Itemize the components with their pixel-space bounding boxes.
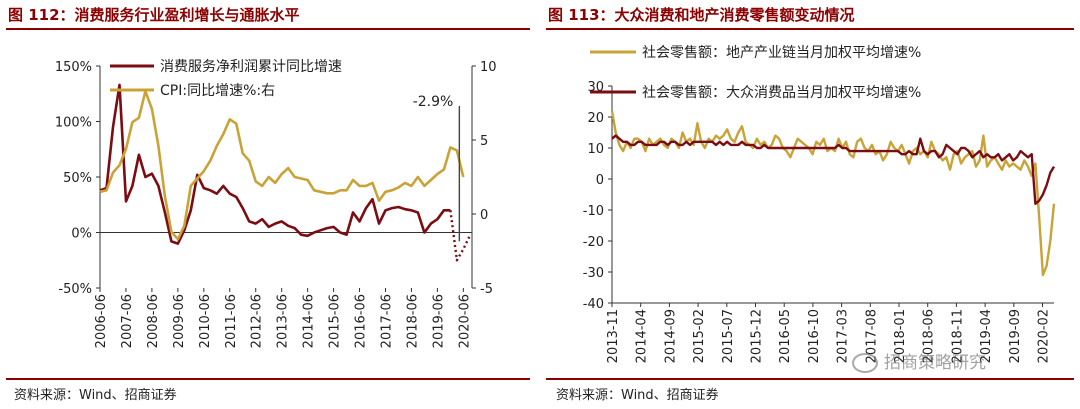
- left-chart: 150% 100% 50% 0% -50% 10 5 0 -5 2006-06 2007-06 200…: [55, 59, 497, 348]
- x-tick-label: 2017-08: [864, 309, 879, 363]
- x-tick-label: 2015-12: [750, 309, 765, 363]
- legend-label: CPI:同比增速%:右: [160, 83, 275, 99]
- right-source-rule: [546, 378, 1074, 380]
- left-source-text: 资料来源：Wind、招商证券: [14, 388, 177, 403]
- right-panel-title: 图 113：大众消费和地产消费零售额变动情况: [548, 6, 855, 24]
- series-line: [99, 89, 465, 241]
- right-y-tick-label: 0: [480, 208, 488, 223]
- series-line: [449, 210, 471, 262]
- right-y-tick-label: -5: [480, 282, 493, 297]
- annotation-label: -2.9%: [413, 94, 454, 110]
- left-y-tick-label: -50%: [58, 282, 92, 297]
- watermark: 招商策略研究: [852, 348, 986, 373]
- right-y-tick-label: 10: [480, 60, 497, 75]
- x-tick-label: 2014-09: [663, 309, 678, 363]
- left-y-tick-label: 50%: [63, 171, 92, 186]
- x-tick-label: 2012-06: [250, 294, 265, 348]
- left-y-tick-label: 100%: [55, 116, 92, 131]
- x-tick-label: 2014-06: [302, 294, 317, 348]
- x-tick-label: 2016-10: [807, 309, 822, 363]
- y-tick-label: 20: [587, 111, 604, 126]
- series-line: [99, 83, 451, 245]
- watermark-text: 招商策略研究: [884, 353, 986, 373]
- x-tick-label: 2013-11: [606, 309, 621, 363]
- legend-label: 消费服务净利润累计同比增速: [160, 59, 342, 75]
- y-tick-label: -10: [583, 204, 604, 219]
- x-tick-label: 2009-06: [172, 294, 187, 348]
- x-tick-label: 2015-07: [721, 309, 736, 363]
- x-tick-label: 2008-06: [146, 294, 161, 348]
- right-title-rule: [546, 28, 1074, 30]
- left-title-rule: [6, 28, 530, 30]
- y-tick-label: 0: [596, 173, 604, 188]
- legend-label: 社会零售额：地产产业链当月加权平均增速%: [642, 45, 921, 61]
- x-tick-label: 2019-06: [431, 294, 446, 348]
- x-tick-label: 2018-06: [922, 309, 937, 363]
- series-line: [610, 110, 1056, 277]
- x-tick-label: 2018-01: [893, 309, 908, 363]
- y-tick-label: -40: [583, 297, 604, 312]
- legend-label: 社会零售额：大众消费品当月加权平均增速%: [642, 85, 921, 101]
- x-tick-label: 2013-06: [276, 294, 291, 348]
- y-tick-label: 10: [587, 142, 604, 157]
- y-tick-label: -30: [583, 266, 604, 281]
- right-source-text: 资料来源：Wind、招商证券: [556, 388, 719, 403]
- wechat-icon: [852, 353, 878, 373]
- x-tick-label: 2006-06: [94, 294, 109, 348]
- x-tick-label: 2020-02: [1037, 309, 1052, 363]
- x-tick-label: 2018-06: [405, 294, 420, 348]
- x-tick-label: 2016-06: [354, 294, 369, 348]
- x-tick-label: 2017-03: [836, 309, 851, 363]
- x-tick-label: 2011-06: [224, 294, 239, 348]
- x-tick-label: 2007-06: [120, 294, 135, 348]
- left-panel-title: 图 112：消费服务行业盈利增长与通胀水平: [8, 6, 300, 24]
- x-tick-label: 2019-09: [1008, 309, 1023, 363]
- x-tick-label: 2020-06: [457, 294, 472, 348]
- x-tick-label: 2016-05: [778, 309, 793, 363]
- left-source-rule: [6, 378, 530, 380]
- left-y-tick-label: 0%: [71, 227, 92, 242]
- x-tick-label: 2010-06: [198, 294, 213, 348]
- left-y-tick-label: 150%: [55, 60, 92, 75]
- x-tick-label: 2017-06: [379, 294, 394, 348]
- x-tick-label: 2014-04: [635, 309, 650, 363]
- x-tick-label: 2019-04: [979, 309, 994, 363]
- right-y-tick-label: 5: [480, 134, 488, 149]
- y-tick-label: -20: [583, 235, 604, 250]
- x-tick-label: 2015-06: [328, 294, 343, 348]
- x-tick-label: 2015-02: [692, 309, 707, 363]
- x-tick-label: 2018-11: [950, 309, 965, 363]
- series-line: [611, 134, 1056, 206]
